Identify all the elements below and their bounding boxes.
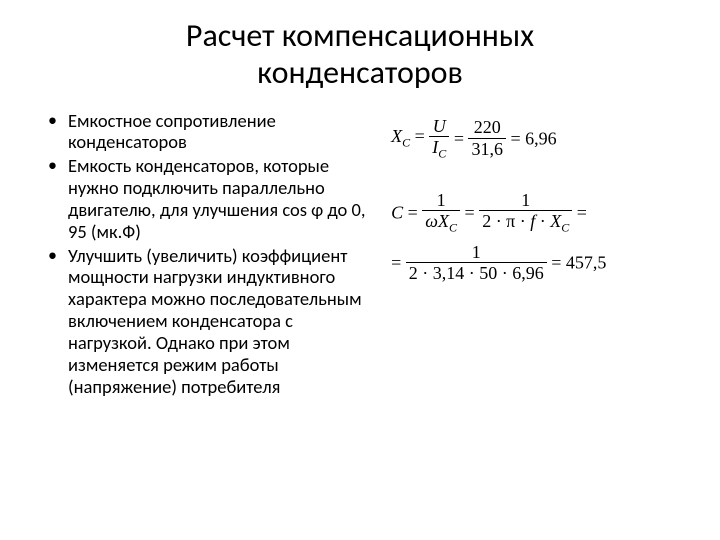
num-1: 1 <box>479 190 572 212</box>
fraction: 1 2 · 3,14 · 50 · 6,96 <box>406 242 547 284</box>
fraction: 1 2 · π · f · XC <box>479 190 572 236</box>
den-sub-C: C <box>561 221 569 235</box>
content-row: Емкостное сопротивление конденсаторов Ем… <box>40 110 680 400</box>
bullet-column: Емкостное сопротивление конденсаторов Ем… <box>40 110 379 400</box>
bullet-text: Емкостное сопротивление конденсаторов <box>68 109 276 154</box>
den-omega: ω <box>425 211 438 231</box>
bullet-list: Емкостное сопротивление конденсаторов Ем… <box>40 110 379 398</box>
result-457-5: 457,5 <box>566 252 607 272</box>
fraction: 220 31,6 <box>468 117 506 159</box>
sub-C: C <box>402 136 410 150</box>
den-f: f <box>530 211 535 231</box>
den-sub-C: C <box>449 221 457 235</box>
equation-c: C = 1 ωXC = 1 2 · π · f · XC <box>391 190 680 236</box>
bullet-text: Емкость конденсаторов, которые нужно под… <box>68 154 365 242</box>
formula-column: XC = U IC = 220 31,6 = 6,96 C = <box>379 110 680 400</box>
num-U: U <box>433 116 446 136</box>
num-1: 1 <box>406 242 547 264</box>
equation-c-cont: = 1 2 · 3,14 · 50 · 6,96 = 457,5 <box>391 242 680 284</box>
fraction: U IC <box>429 116 449 162</box>
den-sub-C: C <box>438 147 446 161</box>
den-31-6: 31,6 <box>468 139 506 160</box>
den-X: X <box>438 211 449 231</box>
num-1: 1 <box>422 190 460 212</box>
bullet-item: Улучшить (увеличить) коэффициент мощност… <box>62 245 379 398</box>
title-line-1: Расчет компенсационных <box>186 16 534 55</box>
bullet-text: Улучшить (увеличить) коэффициент мощност… <box>68 244 362 398</box>
den-X: X <box>550 211 561 231</box>
var-X: X <box>391 126 402 146</box>
num-220: 220 <box>468 117 506 139</box>
equation-xc: XC = U IC = 220 31,6 = 6,96 <box>391 116 680 162</box>
var-C: C <box>391 202 403 222</box>
slide-title: Расчет компенсационных конденсаторов <box>40 18 680 92</box>
result-6-96: 6,96 <box>525 128 557 148</box>
slide: Расчет компенсационных конденсаторов Емк… <box>0 0 720 540</box>
bullet-item: Емкостное сопротивление конденсаторов <box>62 110 379 154</box>
fraction: 1 ωXC <box>422 190 460 236</box>
bullet-item: Емкость конденсаторов, которые нужно под… <box>62 155 379 242</box>
den-2pi: 2 · π · <box>482 211 526 231</box>
den-numeric: 2 · 3,14 · 50 · 6,96 <box>406 263 547 284</box>
title-line-2: конденсаторов <box>257 53 463 92</box>
